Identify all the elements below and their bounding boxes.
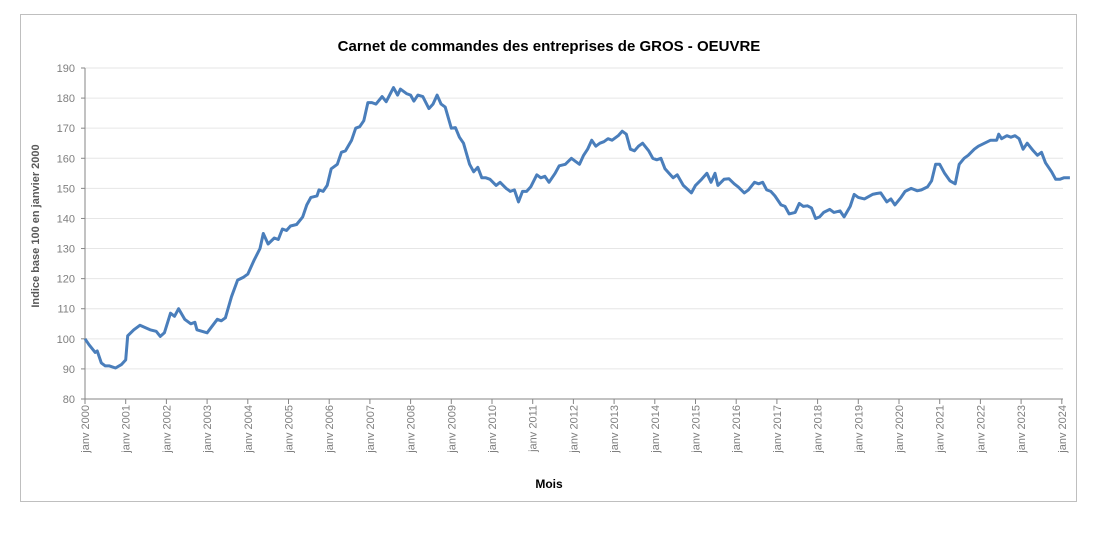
x-tick-label: janv 2020	[894, 405, 906, 454]
y-tick-label: 180	[57, 93, 75, 105]
x-axis-label: Mois	[535, 477, 563, 491]
y-tick-label: 170	[57, 123, 75, 135]
x-tick-label: janv 2004	[243, 405, 255, 454]
x-tick-label: janv 2003	[202, 405, 214, 454]
x-tick-label: janv 2011	[528, 405, 540, 453]
y-tick-label: 90	[63, 364, 75, 376]
x-tick-label: janv 2014	[650, 405, 662, 454]
x-tick-label: janv 2013	[609, 405, 621, 454]
y-tick-label: 120	[57, 274, 75, 286]
x-tick-label: janv 2002	[161, 405, 173, 454]
x-tick-label: janv 2019	[853, 405, 865, 454]
y-tick-label: 100	[57, 334, 75, 346]
x-tick-label: janv 2018	[813, 405, 825, 454]
x-tick-label: janv 2015	[691, 405, 703, 454]
y-tick-label: 190	[57, 63, 75, 75]
x-tick-label: janv 2016	[731, 405, 743, 454]
y-tick-label: 140	[57, 213, 75, 225]
x-tick-label: janv 2000	[80, 405, 92, 454]
x-tick-label: janv 2010	[487, 405, 499, 454]
y-tick-label: 80	[63, 394, 75, 406]
y-tick-label: 160	[57, 153, 75, 165]
x-tick-label: janv 2005	[284, 405, 296, 454]
x-tick-label: janv 2009	[446, 405, 458, 454]
x-tick-label: janv 2008	[406, 405, 418, 454]
y-tick-label: 130	[57, 244, 75, 256]
chart-frame	[20, 14, 1077, 502]
chart-title: Carnet de commandes des entreprises de G…	[337, 38, 761, 55]
x-tick-label: janv 2007	[365, 405, 377, 454]
x-tick-label: janv 2012	[568, 405, 580, 454]
x-tick-label: janv 2021	[935, 405, 947, 454]
x-tick-label: janv 2023	[1016, 405, 1028, 454]
x-tick-label: janv 2001	[121, 405, 133, 454]
x-tick-label: janv 2017	[772, 405, 784, 454]
series-line	[83, 86, 1070, 370]
x-tick-label: janv 2024	[1057, 405, 1069, 454]
y-tick-label: 150	[57, 183, 75, 195]
x-tick-label: janv 2022	[975, 405, 987, 454]
x-tick-label: janv 2006	[324, 405, 336, 454]
y-tick-label: 110	[57, 304, 75, 316]
